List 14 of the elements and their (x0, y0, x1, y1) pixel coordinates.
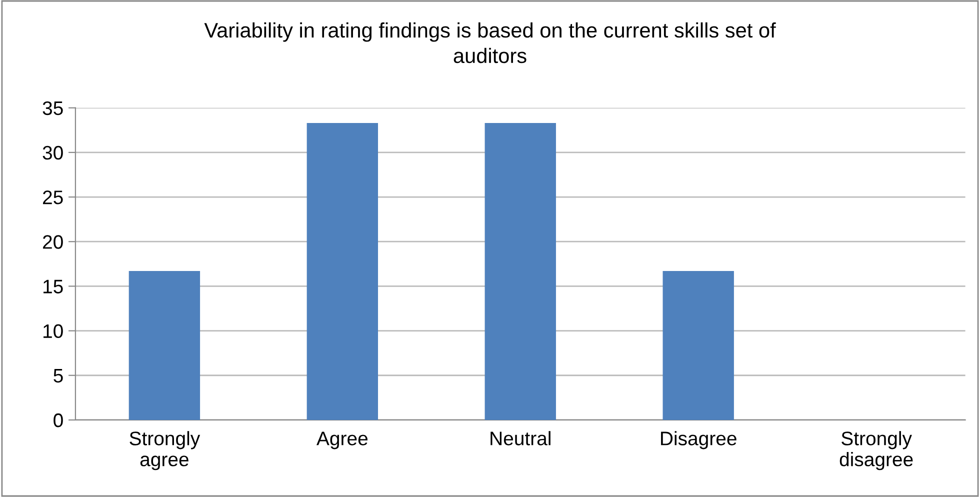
chart-title: Variability in rating findings is based on the current skills set of auditors (204, 22, 776, 64)
x-tick-label: Strongly disagree (840, 431, 913, 470)
x-tick-label: Agree (316, 432, 368, 450)
x-tick-label: Neutral (490, 431, 550, 446)
y-tick-label: 25 (43, 190, 63, 204)
y-tick-label: 5 (54, 369, 63, 383)
y-tick-label: 30 (42, 146, 63, 160)
y-tick-label: 15 (44, 280, 63, 294)
y-tick-label: 35 (42, 101, 63, 116)
y-tick-label: 10 (44, 324, 63, 338)
y-tick-label: 20 (43, 235, 63, 249)
x-tick-label: Disagree (661, 431, 736, 450)
x-tick-label: Strongly agree (130, 431, 200, 470)
y-tick-label: 0 (54, 413, 63, 428)
